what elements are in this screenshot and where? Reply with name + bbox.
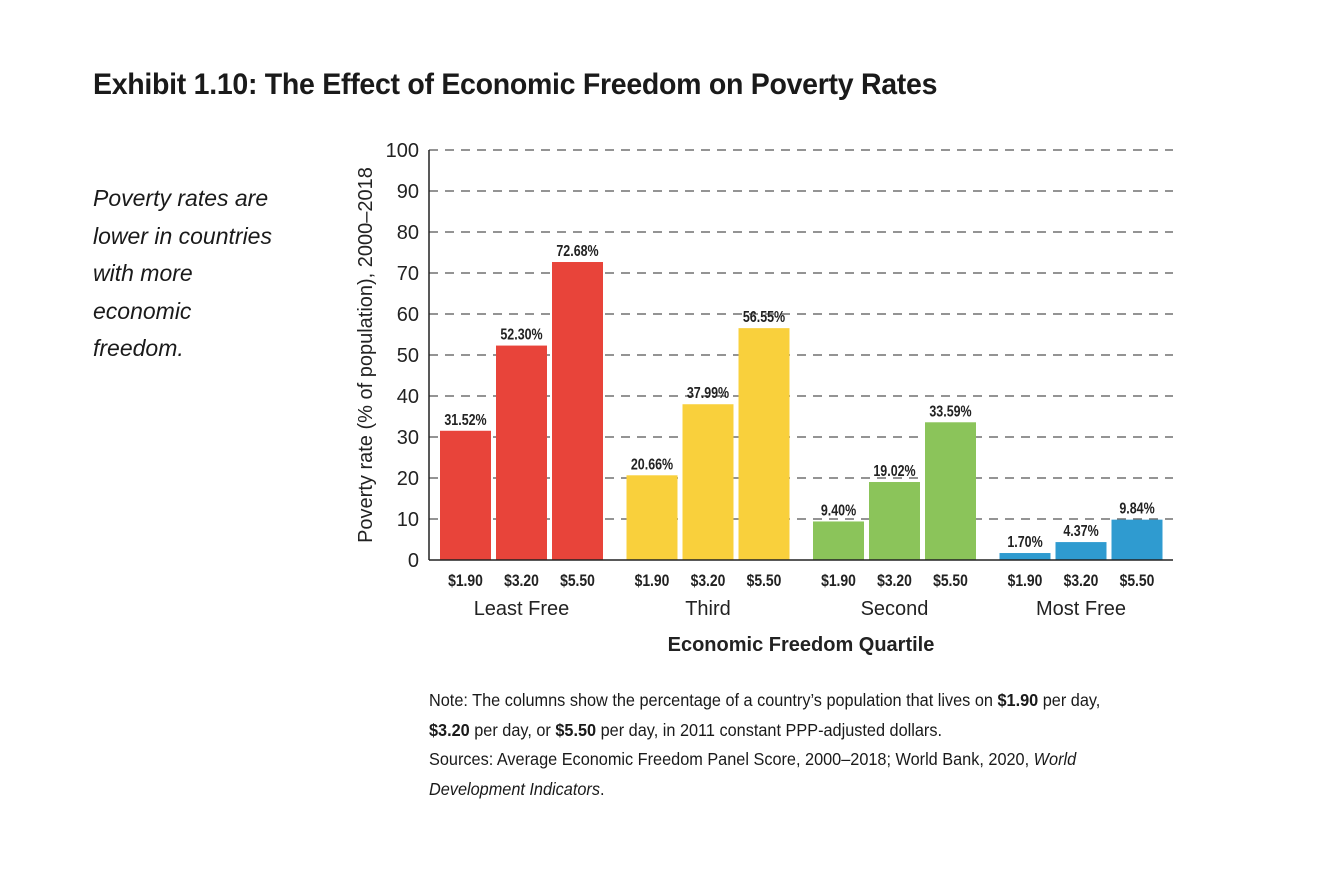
data-label: 19.02% bbox=[873, 463, 915, 481]
y-tick-label: 40 bbox=[397, 386, 419, 408]
data-label: 56.55% bbox=[743, 309, 785, 327]
chart-title: Exhibit 1.10: The Effect of Economic Fre… bbox=[93, 68, 938, 101]
data-label: 31.52% bbox=[444, 411, 486, 429]
bar bbox=[999, 553, 1051, 560]
x-group-label: Least Free bbox=[474, 598, 570, 620]
note-text: Note: The columns show the percentage of… bbox=[429, 690, 998, 710]
x-subcategory-label: $3.20 bbox=[877, 572, 912, 591]
y-tick-label: 60 bbox=[397, 304, 419, 326]
y-tick-label: 100 bbox=[386, 140, 419, 162]
x-subcategory-label: $5.50 bbox=[747, 572, 782, 591]
x-group-label: Third bbox=[685, 598, 731, 620]
sources-text: Sources: Average Economic Freedom Panel … bbox=[429, 749, 1034, 769]
bar bbox=[869, 482, 920, 560]
bar bbox=[552, 262, 603, 560]
y-tick-label: 30 bbox=[397, 427, 419, 449]
data-label: 9.84% bbox=[1119, 500, 1155, 518]
bar bbox=[1111, 519, 1163, 560]
sources-text: . bbox=[599, 778, 605, 799]
data-label: 9.40% bbox=[821, 502, 857, 520]
y-tick-label: 70 bbox=[397, 263, 419, 285]
data-label: 1.70% bbox=[1007, 534, 1043, 552]
y-tick-label: 90 bbox=[397, 181, 419, 203]
chart-note: Note: The columns show the percentage of… bbox=[429, 686, 1136, 804]
data-label: 52.30% bbox=[500, 326, 542, 344]
x-subcategory-label: $1.90 bbox=[448, 572, 483, 591]
note-text: per day, or bbox=[469, 719, 556, 740]
data-label: 33.59% bbox=[929, 403, 971, 421]
sources-italic: World Development Indicators bbox=[429, 749, 1077, 799]
note-bold: $3.20 bbox=[429, 719, 470, 740]
note-bold: $5.50 bbox=[555, 719, 597, 740]
bar bbox=[925, 422, 976, 560]
bar bbox=[496, 345, 547, 560]
x-subcategory-label: $1.90 bbox=[1008, 572, 1043, 591]
data-label: 4.37% bbox=[1063, 523, 1099, 541]
y-tick-label: 0 bbox=[408, 550, 419, 572]
x-group-label: Most Free bbox=[1036, 598, 1126, 620]
x-group-label: Second bbox=[861, 598, 929, 620]
bar bbox=[1055, 542, 1107, 560]
bar bbox=[440, 430, 491, 560]
data-label: 20.66% bbox=[631, 456, 673, 474]
x-subcategory-label: $3.20 bbox=[1064, 572, 1099, 591]
note-text: per day, in 2011 constant PPP-adjusted d… bbox=[596, 719, 943, 740]
y-tick-label: 80 bbox=[397, 222, 419, 244]
x-subcategory-label: $3.20 bbox=[504, 572, 539, 591]
note-text: per day, bbox=[1038, 690, 1101, 710]
x-subcategory-label: $5.50 bbox=[1120, 572, 1155, 591]
bar bbox=[813, 521, 864, 560]
x-subcategory-label: $1.90 bbox=[821, 572, 856, 591]
x-subcategory-label: $1.90 bbox=[635, 572, 670, 591]
note-bold: $1.90 bbox=[997, 690, 1039, 710]
bar bbox=[682, 404, 734, 560]
bar bbox=[626, 475, 678, 560]
data-label: 72.68% bbox=[556, 243, 598, 261]
x-subcategory-label: $3.20 bbox=[691, 572, 726, 591]
data-label: 37.99% bbox=[687, 385, 729, 403]
bar bbox=[738, 328, 790, 560]
y-tick-label: 50 bbox=[397, 345, 419, 367]
chart-subtitle: Poverty rates are lower in countries wit… bbox=[93, 185, 272, 361]
y-tick-label: 10 bbox=[397, 509, 419, 531]
x-subcategory-label: $5.50 bbox=[560, 572, 595, 591]
x-subcategory-label: $5.50 bbox=[933, 572, 968, 591]
x-axis-title: Economic Freedom Quartile bbox=[668, 634, 935, 656]
y-axis-title: Poverty rate (% of population), 2000–201… bbox=[355, 167, 377, 543]
y-tick-label: 20 bbox=[397, 468, 419, 490]
